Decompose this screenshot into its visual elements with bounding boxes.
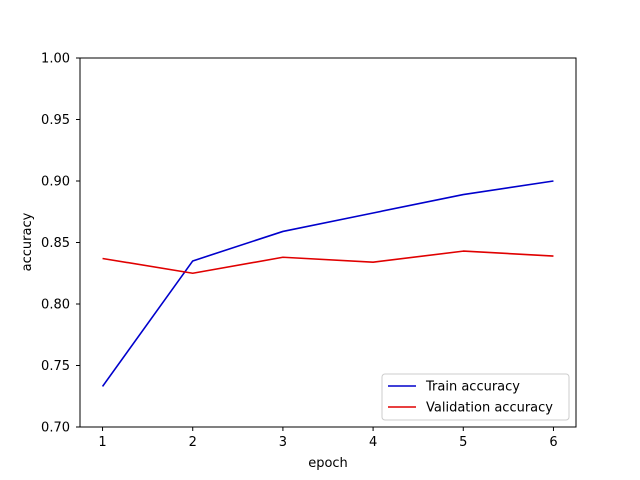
- x-tick-label: 4: [369, 435, 377, 450]
- y-tick-label: 1.00: [41, 52, 70, 67]
- plot-area: [80, 58, 576, 427]
- series-line-validation: [102, 250, 554, 275]
- y-tick-label: 0.70: [41, 421, 70, 436]
- legend-label: Train accuracy: [425, 380, 520, 395]
- x-tick-label: 6: [549, 435, 557, 450]
- y-tick-label: 0.85: [41, 236, 70, 251]
- legend: Train accuracy Validation accuracy: [381, 373, 570, 421]
- y-axis: 0.70 0.75 0.80 0.85 0.90 0.95 1.00: [41, 52, 80, 436]
- x-tick-label: 1: [98, 435, 106, 450]
- x-tick-label: 3: [279, 435, 287, 450]
- legend-label: Validation accuracy: [426, 401, 553, 416]
- x-tick-label: 5: [459, 435, 467, 450]
- y-axis-label: accuracy: [20, 212, 35, 271]
- series-line-train: [101, 180, 554, 387]
- y-tick-label: 0.75: [41, 359, 70, 374]
- y-tick-label: 0.95: [41, 113, 70, 128]
- x-tick-label: 2: [189, 435, 197, 450]
- x-axis-label: epoch: [308, 456, 348, 471]
- x-axis: 1 2 3 4 5 6: [98, 427, 558, 450]
- y-tick-label: 0.80: [41, 298, 70, 313]
- legend-box: [381, 373, 570, 421]
- series-layer: [101, 180, 554, 387]
- y-tick-label: 0.90: [41, 175, 70, 190]
